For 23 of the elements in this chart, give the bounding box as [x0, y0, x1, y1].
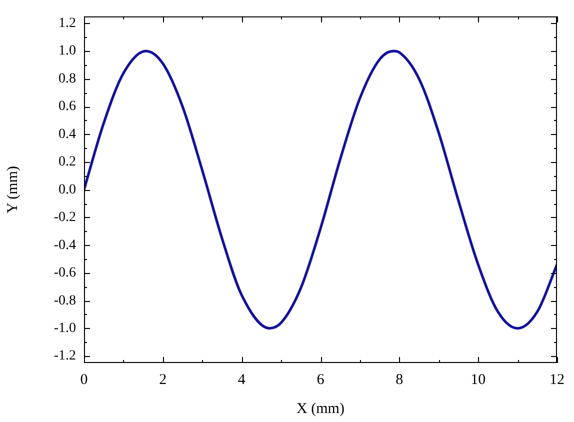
y-tick-label: 0.0 [58, 182, 76, 198]
y-tick-label: 1.2 [58, 16, 76, 32]
y-tick-label: -0.6 [54, 266, 76, 281]
y-tick-label: -0.8 [54, 293, 76, 308]
y-tick-label: 0.6 [58, 99, 76, 114]
y-tick-label: 0.4 [58, 126, 76, 142]
x-axis-title: X (mm) [296, 400, 344, 417]
x-tick-label: 4 [238, 372, 246, 388]
x-tick-label: 6 [316, 372, 325, 388]
y-tick-label: 0.8 [58, 71, 76, 86]
x-tick-label: 12 [550, 372, 564, 388]
y-tick-label: -1.0 [54, 321, 76, 336]
y-tick-label: 1.0 [58, 44, 76, 59]
y-axis-title: Y (mm) [4, 166, 21, 214]
y-tick-label: -1.2 [54, 348, 76, 364]
x-tick-label: 8 [396, 372, 404, 388]
x-tick-label: 10 [470, 372, 486, 388]
line-series [84, 50, 557, 330]
y-tick-label: -0.4 [54, 238, 76, 253]
y-tick-label: 0.2 [58, 154, 76, 170]
x-tick-label: 2 [159, 372, 167, 388]
y-tick-label: -0.2 [54, 210, 76, 226]
x-tick-label: 0 [80, 372, 88, 388]
